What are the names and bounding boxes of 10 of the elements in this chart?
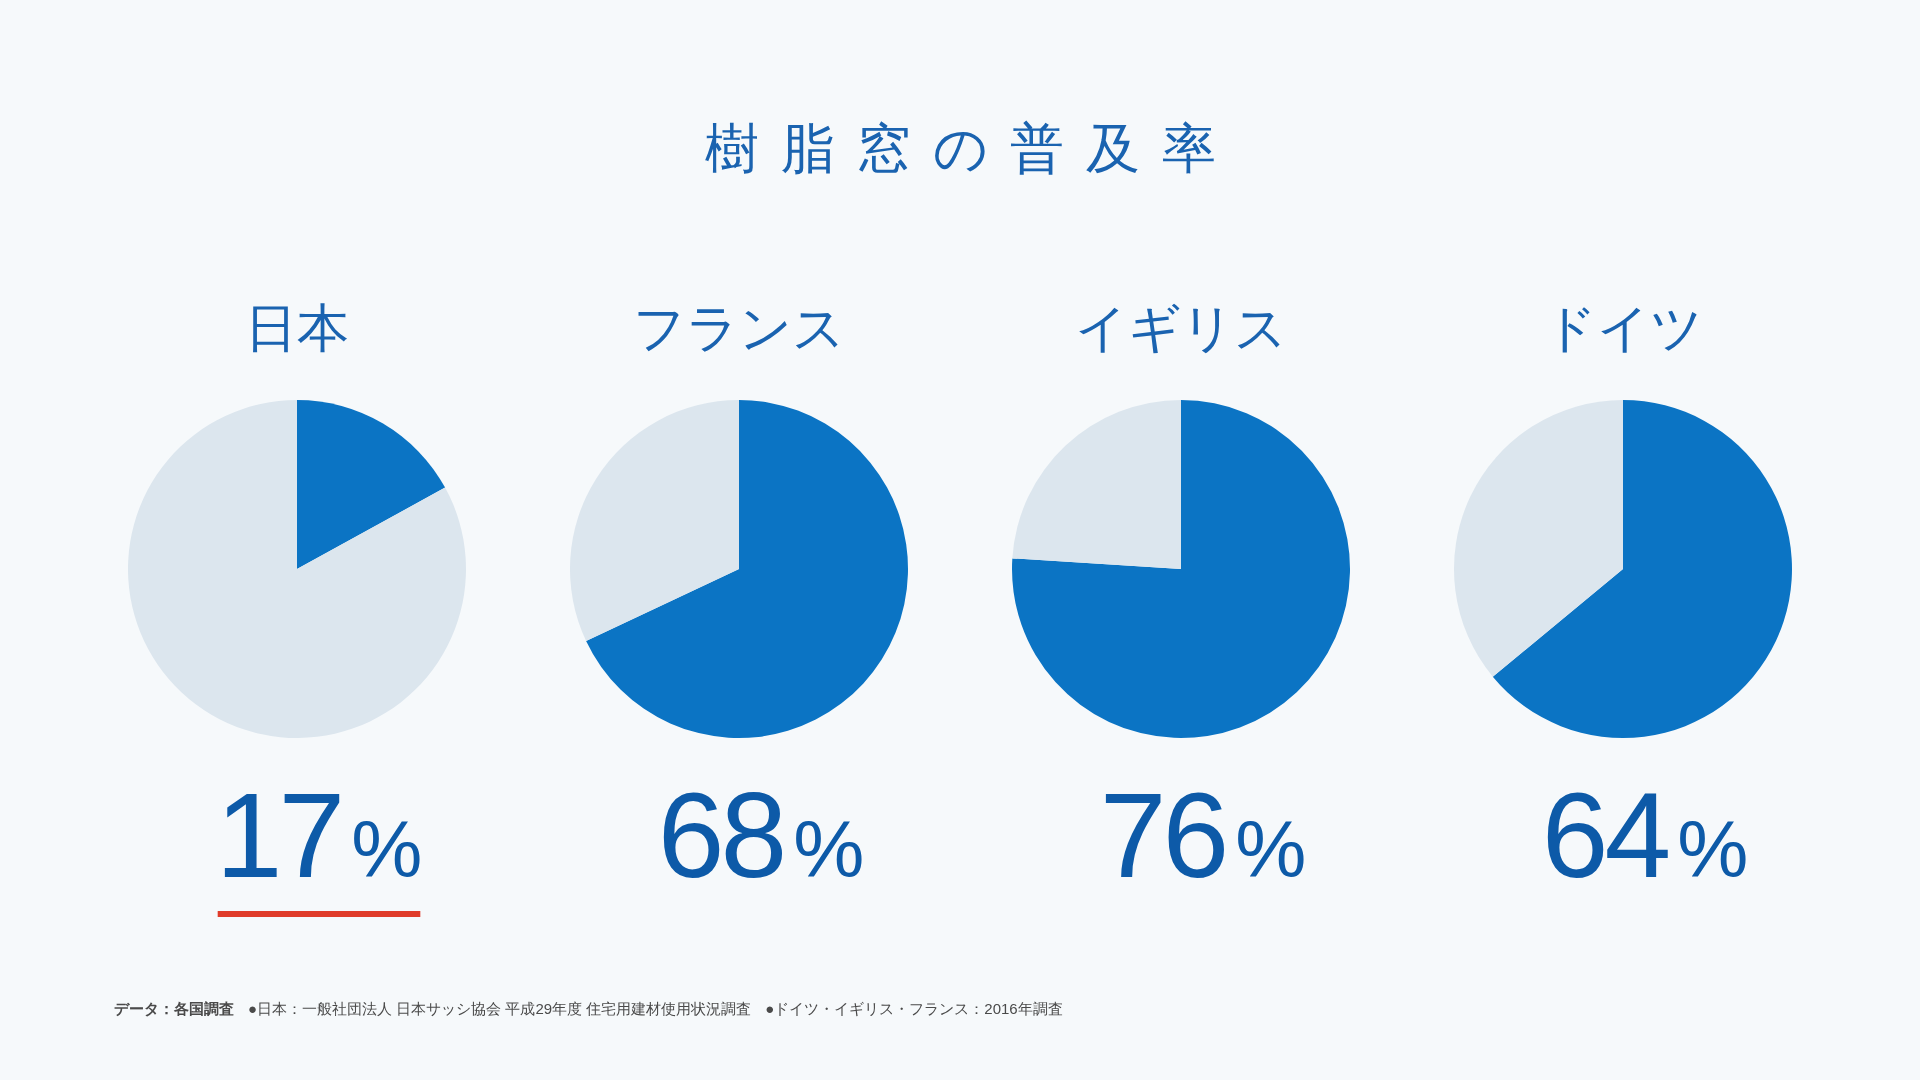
chart-title: ドイツ	[1543, 299, 1703, 357]
headline-figure: 17%	[215, 768, 423, 902]
chart-title: イギリス	[1075, 299, 1287, 357]
chart-title: 日本	[245, 299, 349, 357]
headline-figure: 64%	[1541, 768, 1749, 902]
title: 樹脂窓の普及率	[704, 118, 1238, 178]
headline-figure: 76%	[1099, 768, 1307, 902]
headline-figure: 68%	[657, 768, 865, 902]
source: データ：各国調査 ●日本：一般社団法人 日本サッシ協会 平成29年度 住宅用建材使用状況調査 ●ドイツ・イギリス・フランス：2016年調査	[114, 1000, 1063, 1017]
chart-title: フランス	[633, 299, 845, 357]
